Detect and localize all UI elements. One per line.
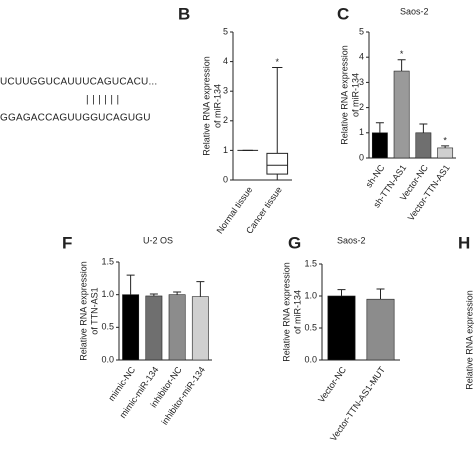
error-bar: [376, 288, 385, 300]
chart-title: U-2 OS: [143, 235, 173, 245]
y-tick-label: 4: [359, 52, 364, 62]
whisker: [272, 67, 283, 154]
bar: [191, 296, 209, 361]
bar: [366, 298, 395, 361]
sequence-line: GGAGACCAGUUGGUCAGUGU: [0, 113, 151, 124]
y-tick-label: 0: [359, 152, 364, 162]
y-axis-label: of miR-134: [350, 73, 360, 117]
bar: [122, 294, 140, 361]
significance: *: [275, 57, 279, 67]
panel-letter: B: [178, 4, 190, 23]
chart-title: Saos-2: [337, 235, 366, 245]
y-axis-label: Relative RNA expression: [78, 261, 88, 361]
y-tick-label: 0.0: [101, 354, 114, 364]
base-pairs: ||||||: [86, 95, 123, 106]
error-bar: [375, 122, 384, 133]
bar: [168, 294, 186, 361]
y-tick-label: 0.5: [101, 322, 114, 332]
significance: *: [443, 135, 447, 145]
y-tick-label: 1.0: [101, 289, 114, 299]
significance: *: [400, 49, 404, 59]
y-tick-label: 0.0: [304, 354, 317, 364]
error-bar: [149, 293, 158, 296]
error-bar: [196, 281, 205, 297]
panel-letter: G: [288, 233, 301, 252]
sequence-line: UCUUGGUCAUUUCAGUCACU...: [0, 77, 157, 88]
y-tick-label: 4: [223, 56, 228, 66]
error-bar: [173, 291, 182, 295]
bar: [393, 70, 410, 159]
y-axis-label: Relative RNA expression: [201, 56, 211, 156]
y-tick-label: 1.0: [304, 290, 317, 300]
y-tick-label: 1: [223, 145, 228, 155]
x-tick-label: Vector-NC: [316, 364, 348, 404]
error-bar: [419, 123, 428, 133]
y-tick-label: 1: [359, 127, 364, 137]
panel-letter: F: [62, 233, 72, 252]
chart-title: Saos-2: [400, 6, 429, 16]
bar: [371, 132, 388, 159]
y-tick-label: 1.5: [304, 258, 317, 268]
bar: [327, 295, 356, 361]
y-axis-label: of miR-134: [212, 84, 222, 128]
x-tick-label: inhibitor-miR-134: [159, 365, 206, 427]
y-tick-label: 0.5: [304, 322, 317, 332]
y-tick-label: 2: [223, 115, 228, 125]
bar: [437, 147, 454, 159]
bar: [415, 132, 432, 159]
error-bar: [441, 145, 450, 148]
y-tick-label: 5: [359, 26, 364, 36]
y-axis-label: Relative RNA expression: [339, 45, 349, 145]
box: [266, 152, 289, 175]
error-bar: [397, 59, 406, 72]
y-axis-label: Relative RNA expression: [464, 290, 474, 390]
bar: [145, 295, 163, 361]
y-tick-label: 0: [223, 174, 228, 184]
y-tick-label: 3: [359, 77, 364, 87]
y-axis-label: Relative RNA expression: [281, 262, 291, 362]
y-tick-label: 1.5: [101, 256, 114, 266]
y-axis-label: of TTN-AS1: [89, 287, 99, 334]
whisker: [272, 174, 283, 181]
y-axis-label: of miR-134: [292, 290, 302, 334]
y-tick-label: 2: [359, 102, 364, 112]
y-tick-label: 5: [223, 26, 228, 36]
panel-letter: C: [337, 4, 349, 23]
error-bar: [337, 289, 346, 296]
y-tick-label: 3: [223, 86, 228, 96]
panel-letter: H: [458, 233, 470, 252]
error-bar: [126, 274, 135, 295]
